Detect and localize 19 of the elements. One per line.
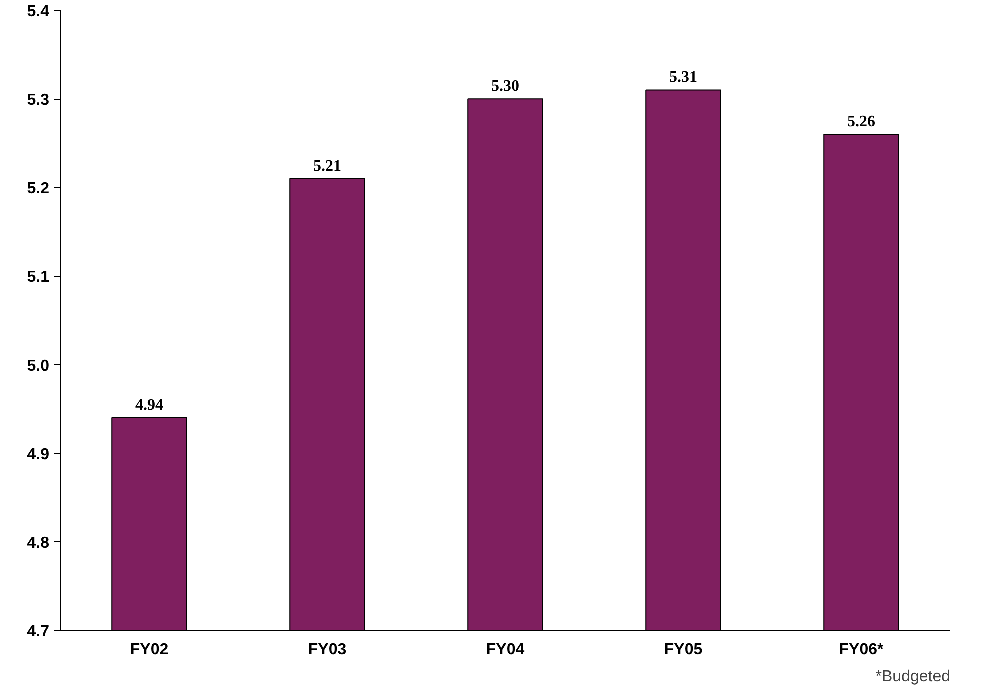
x-tick-label: FY04	[486, 642, 525, 658]
y-tick-label: 4.8	[27, 534, 50, 552]
data-label: 5.30	[492, 78, 520, 96]
x-tick-label: FY06*	[839, 642, 885, 658]
y-tick-label: 5.1	[27, 269, 50, 286]
text: *Budgeted	[876, 668, 950, 686]
data-label: 5.31	[670, 69, 698, 86]
y-tick-label: 5.4	[27, 4, 50, 20]
y-tick-label: 5.0	[27, 358, 50, 375]
y-tick-label: 5.3	[27, 92, 50, 110]
x-tick-label: FY05	[664, 642, 703, 658]
data-label: 4.94	[136, 396, 164, 414]
y-tick-label: 4.7	[27, 624, 50, 640]
x-tick-label: FY03	[308, 642, 347, 658]
data-label: 5.21	[314, 158, 342, 175]
y-tick-label: 4.9	[27, 446, 50, 464]
data-label: 5.26	[848, 114, 876, 130]
x-tick-label: FY02	[130, 642, 169, 658]
y-tick-label: 5.2	[27, 180, 50, 198]
